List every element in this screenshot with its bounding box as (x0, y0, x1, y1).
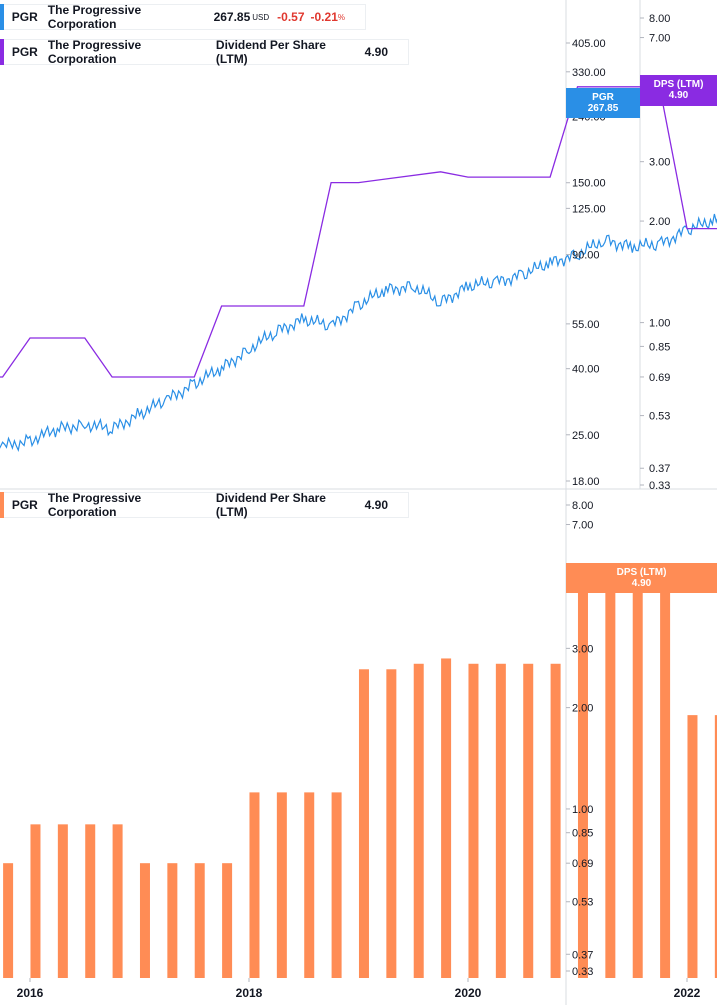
dps-tag-top-label: DPS (LTM) (653, 79, 704, 90)
legend-dps-bar-swatch (0, 492, 4, 518)
legend-price-ticker: PGR (11, 10, 38, 24)
legend-dps-bar-name: The Progressive Corporation (47, 491, 142, 519)
legend-dps-line-metric: Dividend Per Share (LTM) (215, 38, 326, 66)
price-axis-label: 25.00 (572, 430, 600, 442)
dps-bar (3, 863, 14, 978)
dps-bar (523, 663, 534, 978)
price-axis-label: 18.00 (572, 476, 600, 488)
bar-axis-label: 0.53 (572, 897, 593, 909)
dps-bar (687, 715, 698, 978)
price-tag-label: PGR (592, 92, 614, 103)
dps-line (0, 86, 717, 378)
price-axis-label: 55.00 (572, 319, 600, 331)
dps-axis-label: 0.69 (649, 372, 670, 384)
dps-tag-bottom-value: 4.90 (631, 578, 652, 589)
dps-bar (632, 573, 643, 978)
dps-bar (660, 573, 671, 978)
dps-axis-label: 0.85 (649, 341, 670, 353)
dps-bar (413, 663, 424, 978)
dps-tag-top: DPS (LTM) 4.90 (640, 75, 717, 106)
legend-dps-line-name: The Progressive Corporation (47, 38, 142, 66)
dps-bar (222, 863, 233, 978)
dps-bar (276, 792, 287, 978)
legend-price-pct-sign: % (337, 12, 345, 22)
x-axis-label: 2016 (17, 986, 44, 1000)
bar-axis-label: 3.00 (572, 643, 593, 655)
dps-bar (495, 663, 506, 978)
bar-axis-label: 0.85 (572, 828, 593, 840)
bar-axis-label: 7.00 (572, 520, 593, 532)
bar-axis-label: 0.69 (572, 858, 593, 870)
dps-bar (57, 824, 68, 978)
dps-bar (85, 824, 96, 978)
legend-dps-bar-metric: Dividend Per Share (LTM) (215, 491, 326, 519)
dps-axis-label: 8.00 (649, 13, 670, 25)
dps-bar (441, 658, 452, 978)
price-tag-value: 267.85 (587, 103, 619, 114)
x-axis-label: 2018 (236, 986, 263, 1000)
dps-tag-bottom: DPS (LTM) 4.90 (566, 563, 717, 593)
dps-bar (468, 663, 479, 978)
legend-dps-bar-ticker: PGR (11, 498, 38, 512)
legend-price-swatch (0, 4, 4, 30)
dps-axis-label: 2.00 (649, 216, 670, 228)
dps-bar (139, 863, 150, 978)
legend-price-change: -0.57 (277, 10, 305, 24)
lines (0, 86, 717, 452)
dps-bar (249, 792, 260, 978)
x-axis-label: 2020 (455, 986, 482, 1000)
price-line (0, 213, 717, 452)
dps-bar (605, 573, 616, 978)
dps-tag-bottom-label: DPS (LTM) (616, 567, 667, 578)
dps-axis-label: 7.00 (649, 33, 670, 45)
price-axis-label: 150.00 (572, 178, 606, 190)
dps-bar (714, 715, 717, 978)
price-axis-label: 90.00 (572, 250, 600, 262)
price-axis-label: 125.00 (572, 203, 606, 215)
dps-tag-top-value: 4.90 (668, 90, 689, 101)
legend-dps-bar-value: 4.90 (364, 498, 389, 512)
price-axis-label: 40.00 (572, 364, 600, 376)
legend-dps-bar[interactable]: PGR The Progressive Corporation Dividend… (0, 491, 409, 519)
dps-bar (358, 669, 369, 978)
legend-price-name: The Progressive Corporation (47, 3, 142, 31)
dps-axis-label: 0.33 (649, 480, 670, 492)
dps-axis-label: 0.53 (649, 411, 670, 423)
dps-bar (112, 824, 123, 978)
dps-bar (550, 663, 561, 978)
legend-dps-line-ticker: PGR (11, 45, 38, 59)
bar-axis-label: 2.00 (572, 703, 593, 715)
dps-bar (331, 792, 342, 978)
price-tag: PGR 267.85 (566, 88, 640, 118)
price-axis-label: 405.00 (572, 38, 606, 50)
bar-axis-label: 0.33 (572, 966, 593, 978)
dps-bars (3, 573, 717, 978)
dps-bar (167, 863, 178, 978)
legend-price[interactable]: PGR The Progressive Corporation 267.85 U… (0, 3, 366, 31)
legend-dps-line-swatch (0, 39, 4, 65)
price-axis-label: 330.00 (572, 67, 606, 79)
dps-bar (577, 573, 588, 978)
legend-price-change-pct: -0.21 (310, 10, 338, 24)
dps-bar (304, 792, 315, 978)
legend-dps-line-value: 4.90 (364, 45, 389, 59)
dps-axis-label: 1.00 (649, 318, 670, 330)
dps-bar (30, 824, 41, 978)
bar-axis-label: 1.00 (572, 804, 593, 816)
dps-axis-label: 3.00 (649, 157, 670, 169)
x-axis-label: 2022 (674, 986, 701, 1000)
legend-price-value: 267.85 (213, 10, 251, 24)
dps-axis-label: 0.37 (649, 463, 670, 475)
dps-bar (386, 669, 397, 978)
bar-axis-label: 8.00 (572, 500, 593, 512)
legend-dps-line[interactable]: PGR The Progressive Corporation Dividend… (0, 38, 409, 66)
legend-price-currency: USD (252, 12, 270, 22)
bar-axis-label: 0.37 (572, 949, 593, 961)
dps-bar (194, 863, 205, 978)
